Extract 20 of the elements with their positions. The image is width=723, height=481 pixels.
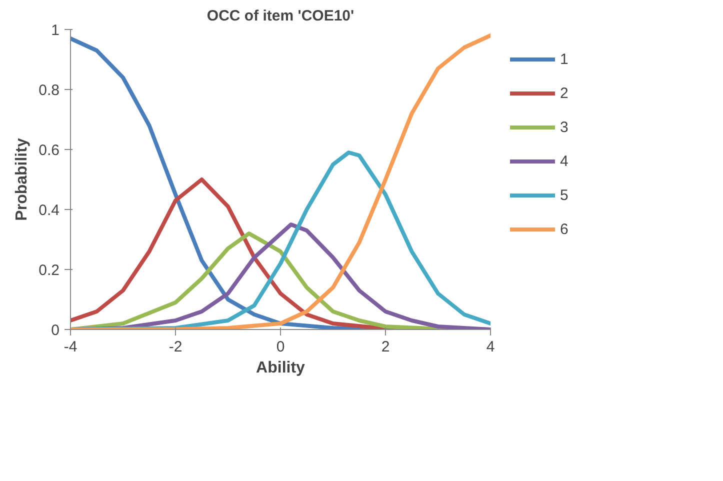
x-tick-label: -4	[64, 338, 78, 356]
y-tick-label: 0.2	[38, 262, 60, 279]
y-axis-title: Probability	[14, 138, 31, 221]
x-tick-label: 0	[276, 338, 285, 356]
y-tick-label: 0	[51, 322, 60, 339]
legend-label: 2	[560, 84, 570, 102]
legend-label: 5	[560, 186, 570, 204]
x-tick-label: 2	[381, 338, 390, 356]
legend-label: 1	[560, 50, 570, 68]
y-tick-label: 0.4	[38, 202, 60, 219]
y-tick-label: 0.6	[38, 142, 60, 159]
legend-label: 4	[560, 152, 570, 170]
legend-label: 3	[560, 118, 570, 136]
x-tick-label: -2	[168, 338, 182, 356]
legend-label: 6	[560, 220, 570, 238]
y-tick-label: 1	[51, 22, 60, 39]
y-tick-label: 0.8	[38, 82, 60, 99]
x-tick-label: 4	[486, 338, 495, 356]
x-axis-title: Ability	[256, 360, 306, 376]
chart-title: OCC of item 'COE10'	[206, 8, 354, 24]
